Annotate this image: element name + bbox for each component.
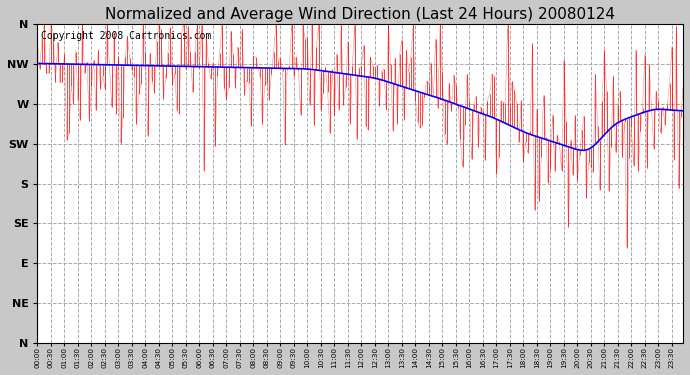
Title: Normalized and Average Wind Direction (Last 24 Hours) 20080124: Normalized and Average Wind Direction (L… [106,7,615,22]
Text: Copyright 2008 Cartronics.com: Copyright 2008 Cartronics.com [41,31,211,41]
